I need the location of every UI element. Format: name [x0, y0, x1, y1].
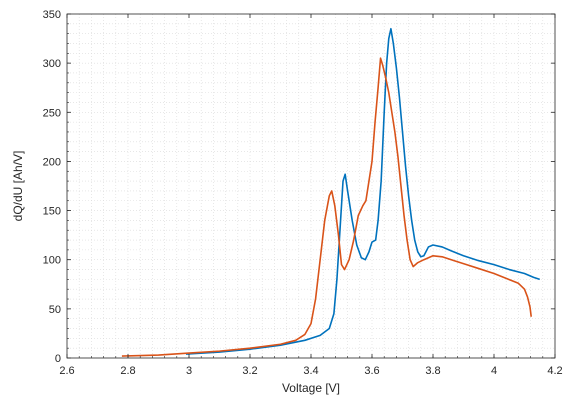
y-tick-label: 200	[43, 156, 61, 168]
series-layer	[121, 27, 540, 357]
y-tick-label: 300	[43, 58, 61, 70]
y-tick-label: 250	[43, 107, 61, 119]
x-tick-label: 3.8	[425, 365, 440, 377]
x-tick-label: 2.8	[120, 365, 135, 377]
x-tick-label: 3.6	[364, 365, 379, 377]
x-tick-label: 3.2	[242, 365, 257, 377]
series-line-1	[185, 27, 540, 355]
x-tick-label: 3.4	[303, 365, 318, 377]
x-tick-label: 3	[186, 365, 192, 377]
grid	[67, 14, 555, 358]
x-tick-label: 2.6	[59, 365, 74, 377]
y-tick-label: 100	[43, 255, 61, 267]
x-axis-label: Voltage [V]	[282, 381, 340, 395]
y-tick-label: 150	[43, 206, 61, 218]
x-tick-label: 4.2	[547, 365, 562, 377]
y-axis-label: dQ/dU [Ah/V]	[11, 151, 25, 222]
y-tick-label: 50	[49, 304, 61, 316]
y-tick-label: 350	[43, 9, 61, 21]
x-tick-label: 4	[491, 365, 497, 377]
y-tick-label: 0	[55, 353, 61, 365]
series-line-2	[121, 57, 533, 357]
ticks: 2.6 2.8 3 3.2 3.4 3.6 3.8 4 4.2 0 50 100 150 200 250 30…	[43, 9, 563, 377]
